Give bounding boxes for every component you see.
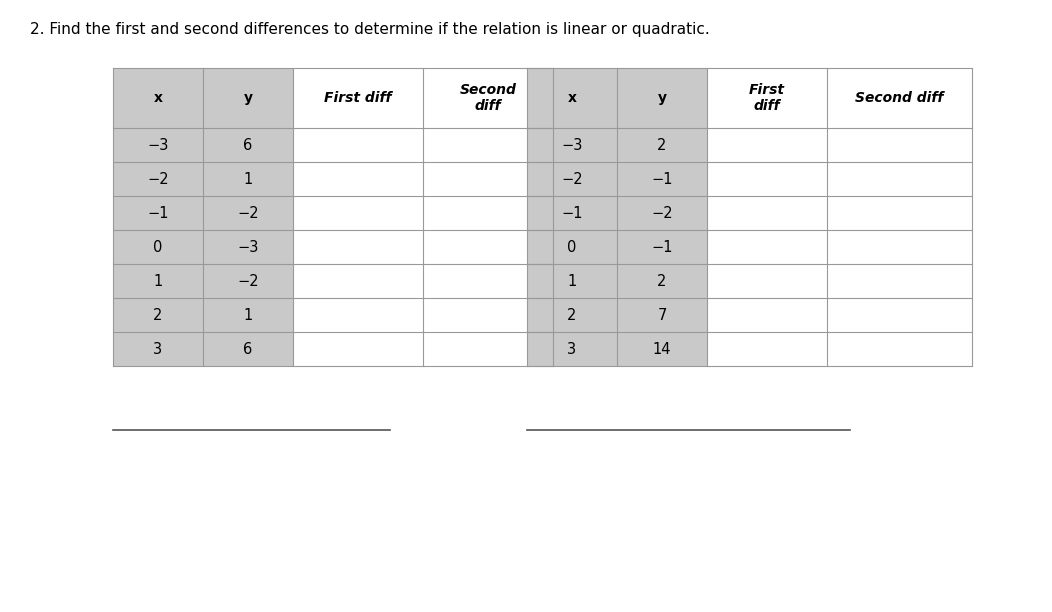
Text: 6: 6 (243, 341, 252, 357)
Text: Second diff: Second diff (855, 91, 944, 105)
Text: −2: −2 (237, 274, 259, 288)
Bar (618, 68, 707, 366)
Text: 2. Find the first and second differences to determine if the relation is linear : 2. Find the first and second differences… (31, 22, 710, 37)
Bar (113, 68, 203, 366)
Text: 3: 3 (154, 341, 163, 357)
Text: 2: 2 (658, 138, 667, 152)
Text: x: x (154, 91, 162, 105)
Text: 14: 14 (652, 341, 671, 357)
Text: 1: 1 (567, 274, 576, 288)
Text: 2: 2 (567, 307, 576, 323)
Text: 3: 3 (567, 341, 576, 357)
Text: −3: −3 (238, 239, 259, 255)
Text: −1: −1 (651, 239, 672, 255)
Text: −2: −2 (147, 171, 168, 187)
Text: −1: −1 (562, 206, 583, 220)
Text: y: y (243, 91, 252, 105)
Text: Second
diff: Second diff (460, 83, 517, 113)
Text: 1: 1 (154, 274, 163, 288)
Text: y: y (658, 91, 667, 105)
Text: First
diff: First diff (749, 83, 785, 113)
Text: 6: 6 (243, 138, 252, 152)
Text: 0: 0 (567, 239, 576, 255)
Text: −2: −2 (237, 206, 259, 220)
Text: First diff: First diff (324, 91, 391, 105)
Text: −2: −2 (651, 206, 673, 220)
Text: −1: −1 (147, 206, 168, 220)
Text: 2: 2 (154, 307, 163, 323)
Text: 0: 0 (154, 239, 163, 255)
Bar (203, 68, 294, 366)
Bar (527, 68, 618, 366)
Text: −2: −2 (561, 171, 583, 187)
Text: 7: 7 (658, 307, 667, 323)
Text: 1: 1 (243, 171, 252, 187)
Text: −1: −1 (651, 171, 672, 187)
Text: −3: −3 (147, 138, 168, 152)
Text: 1: 1 (243, 307, 252, 323)
Text: 2: 2 (658, 274, 667, 288)
Text: −3: −3 (562, 138, 583, 152)
Text: x: x (567, 91, 576, 105)
